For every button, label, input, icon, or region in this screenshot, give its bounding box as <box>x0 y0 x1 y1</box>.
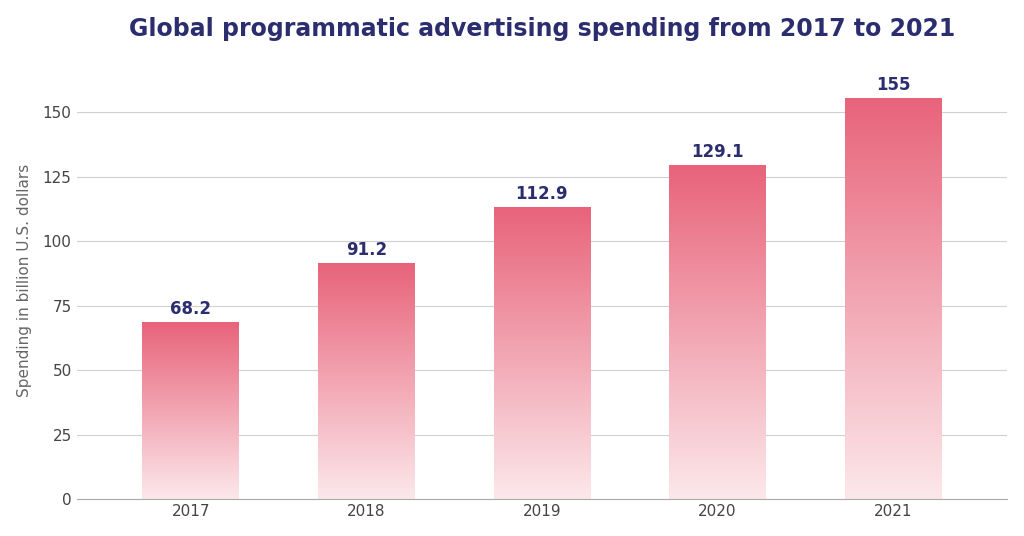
Text: 155: 155 <box>876 76 910 94</box>
Title: Global programmatic advertising spending from 2017 to 2021: Global programmatic advertising spending… <box>129 17 955 41</box>
Text: 129.1: 129.1 <box>691 143 743 161</box>
Text: 112.9: 112.9 <box>516 185 568 203</box>
Y-axis label: Spending in billion U.S. dollars: Spending in billion U.S. dollars <box>16 163 32 397</box>
Text: 91.2: 91.2 <box>346 241 387 259</box>
Text: 68.2: 68.2 <box>170 300 211 318</box>
